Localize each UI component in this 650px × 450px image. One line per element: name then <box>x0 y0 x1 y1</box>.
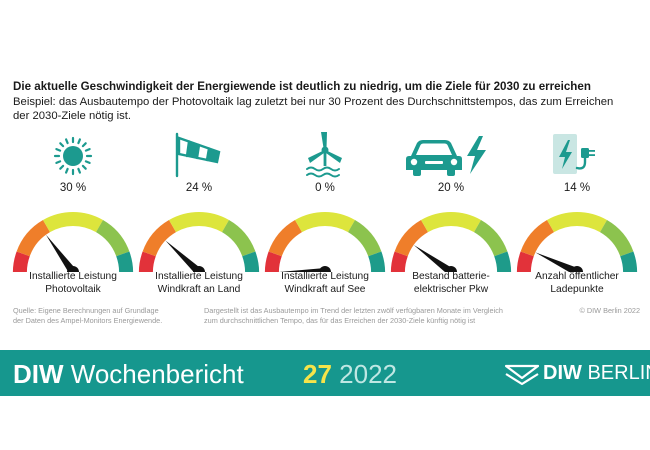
gauge-segment <box>43 212 103 233</box>
gauge-percent: 0 % <box>315 182 335 194</box>
gauge-segment <box>142 220 176 257</box>
publication-banner: DIW Wochenbericht 27 2022 DIW BERLIN <box>0 350 650 396</box>
gauge-dial <box>265 212 385 272</box>
gauge-segment <box>222 220 256 257</box>
gauge-segment <box>474 220 508 257</box>
gauge-windkraft-land: 24 % Installierte Leistung Windkraft an … <box>137 130 261 305</box>
gauge-segment <box>295 212 355 233</box>
gauge-needle <box>279 268 325 272</box>
gauge-segment <box>13 251 30 272</box>
electric-car-icon <box>406 136 486 176</box>
issue-number: 27 2022 <box>303 359 397 389</box>
gauge-label: Bestand batterie- elektrischer Pkw <box>412 271 490 295</box>
gauge-segment <box>391 251 408 272</box>
gauge-segment <box>139 251 156 272</box>
source-note: Quelle: Eigene Berechnungen auf Grundlag… <box>13 306 163 325</box>
charging-station-icon <box>553 134 595 174</box>
windsock-icon <box>175 132 221 178</box>
gauge-hub <box>319 266 331 272</box>
gauge-percent: 14 % <box>563 182 591 194</box>
gauge-hub <box>193 266 205 272</box>
gauge-percent: 20 % <box>437 182 465 194</box>
gauge-segment <box>16 220 50 257</box>
gauge-label: Installierte Leistung Photovoltaik <box>29 271 117 295</box>
gauge-segment <box>520 220 554 257</box>
gauge-label: Installierte Leistung Windkraft an Land <box>155 271 243 295</box>
gauge-needle <box>413 244 454 272</box>
diw-logo-icon <box>504 364 540 386</box>
gauge-needle <box>535 252 579 272</box>
offshore-wind-icon <box>306 132 342 178</box>
gauge-dial <box>517 212 637 272</box>
gauge-label: Anzahl öffentlicher Ladepunkte <box>535 271 619 295</box>
gauge-segment <box>116 251 133 272</box>
gauge-hub <box>67 266 79 272</box>
gauge-segment <box>242 251 259 272</box>
diw-berlin-logo: DIW BERLIN <box>504 362 650 386</box>
gauge-hub <box>571 266 583 272</box>
gauge-segment <box>265 251 282 272</box>
gauge-segment <box>600 220 634 257</box>
gauge-dial <box>139 212 259 272</box>
sun-icon <box>53 136 93 176</box>
gauge-segment <box>394 220 428 257</box>
gauge-photovoltaik: 30 % Installierte Leistung Photovoltaik <box>11 130 135 305</box>
gauge-segment <box>348 220 382 257</box>
gauge-segment <box>421 212 481 233</box>
gauge-needle <box>165 240 202 272</box>
gauge-percent: 30 % <box>59 182 87 194</box>
gauge-dial <box>391 212 511 272</box>
gauge-elektro-pkw: 20 % Bestand batterie- elektrischer Pkw <box>389 130 513 305</box>
gauge-segment <box>268 220 302 257</box>
method-note: Dargestellt ist das Ausbautempo im Trend… <box>204 306 503 325</box>
gauge-segment <box>547 212 607 233</box>
copyright: © DIW Berlin 2022 <box>579 306 640 315</box>
chart-title: Die aktuelle Geschwindigkeit der Energie… <box>13 80 591 93</box>
gauge-segment <box>517 251 534 272</box>
gauge-segment <box>96 220 130 257</box>
chart-subtitle: Beispiel: das Ausbautempo der Photovolta… <box>13 96 614 122</box>
gauge-ladepunkte: 14 % Anzahl öffentlicher Ladepunkte <box>515 130 639 305</box>
gauge-segment <box>494 251 511 272</box>
gauge-segment <box>169 212 229 233</box>
gauge-needle <box>45 234 77 272</box>
publication-name: DIW Wochenbericht <box>13 359 244 389</box>
gauge-hub <box>445 266 457 272</box>
gauge-label: Installierte Leistung Windkraft auf See <box>281 271 369 295</box>
gauge-segment <box>368 251 385 272</box>
gauge-dial <box>13 212 133 272</box>
gauge-percent: 24 % <box>185 182 213 194</box>
gauge-segment <box>620 251 637 272</box>
gauge-windkraft-see: 0 % Installierte Leistung Windkraft auf … <box>263 130 387 305</box>
